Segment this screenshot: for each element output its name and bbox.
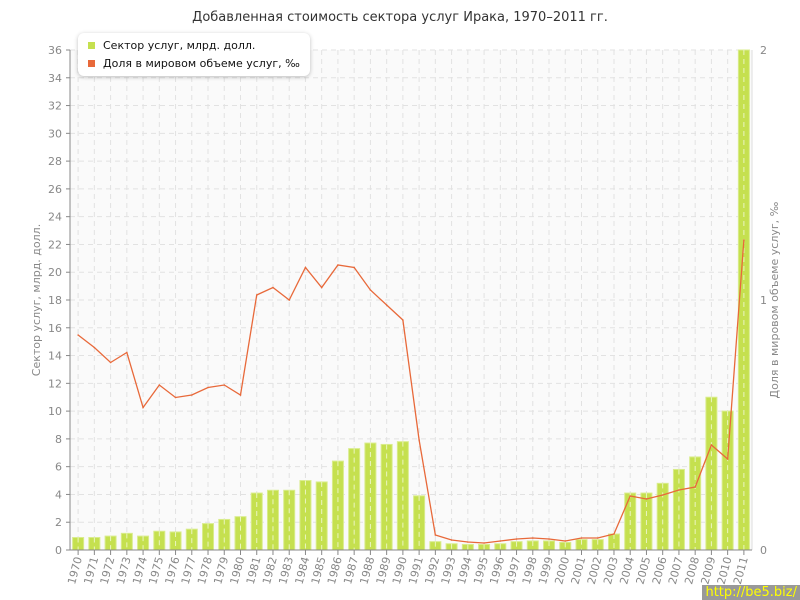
line-point-1973 <box>126 351 128 354</box>
y-tick-label: 14 <box>48 350 62 363</box>
line-point-1975 <box>158 384 161 386</box>
y-tick-label: 34 <box>48 72 62 85</box>
line-point-2009 <box>710 444 713 446</box>
y2-tick-label: 1 <box>760 294 767 307</box>
legend-label: Сектор услуг, млрд. долл. <box>103 38 256 52</box>
y-tick-label: 12 <box>48 377 62 390</box>
y-tick-label: 26 <box>48 183 62 196</box>
line-point-1978 <box>207 386 209 389</box>
y-tick-label: 28 <box>48 155 62 168</box>
line-point-1979 <box>223 384 226 386</box>
y2-tick-label: 0 <box>760 544 767 557</box>
line-point-1971 <box>93 346 96 349</box>
line-series-share <box>77 239 745 544</box>
y2-tick-label: 2 <box>760 44 767 57</box>
line-point-1988 <box>369 289 372 291</box>
y-tick-label: 22 <box>48 238 62 251</box>
line-point-1987 <box>353 266 355 269</box>
y-tick-label: 4 <box>55 488 62 501</box>
line-point-1970 <box>77 334 79 336</box>
line-point-1976 <box>174 396 177 399</box>
y-tick-label: 16 <box>48 322 62 335</box>
y-tick-label: 18 <box>48 294 62 307</box>
line-point-1981 <box>255 294 258 296</box>
line-point-1983 <box>288 299 291 301</box>
line-point-1995 <box>483 542 485 544</box>
line-point-1990 <box>402 319 404 321</box>
y-tick-label: 30 <box>48 127 62 140</box>
y-axis-label: Сектор услуг, млрд. долл. <box>30 224 43 376</box>
legend-item-share[interactable]: Доля в мировом объеме услуг, ‰ <box>88 54 300 72</box>
line-point-1985 <box>320 286 323 289</box>
line-point-1986 <box>337 264 339 266</box>
line-point-1996 <box>499 540 502 542</box>
legend: Сектор услуг, млрд. долл. Доля в мировом… <box>78 33 310 76</box>
legend-item-services[interactable]: Сектор услуг, млрд. долл. <box>88 36 300 54</box>
line-point-1977 <box>190 394 193 396</box>
line-point-1982 <box>272 286 274 289</box>
line-point-2001 <box>580 537 583 539</box>
y-tick-label: 8 <box>55 433 62 446</box>
line-point-1989 <box>385 304 388 306</box>
line-point-2010 <box>726 458 729 460</box>
y2-axis-label: Доля в мировом объеме услуг, ‰ <box>768 201 781 398</box>
line-point-1992 <box>434 534 437 536</box>
line-point-2005 <box>645 498 648 500</box>
chart-title: Добавленная стоимость сектора услуг Ирак… <box>192 10 608 25</box>
line-point-2002 <box>596 537 599 539</box>
legend-swatch-orange <box>88 59 95 67</box>
legend-swatch-green <box>88 41 95 49</box>
line-point-2004 <box>629 495 632 497</box>
line-point-1998 <box>531 537 534 539</box>
y-tick-label: 10 <box>48 405 62 418</box>
y-tick-label: 0 <box>55 544 62 557</box>
y-tick-label: 2 <box>55 516 62 529</box>
line-point-1974 <box>142 406 144 409</box>
bar-1987 <box>348 448 361 551</box>
line-point-1991 <box>418 439 420 441</box>
line-point-2003 <box>613 533 615 535</box>
line-point-2008 <box>694 486 696 488</box>
line-point-1993 <box>450 539 453 541</box>
y-tick-label: 36 <box>48 44 62 57</box>
legend-label: Доля в мировом объеме услуг, ‰ <box>103 56 300 70</box>
y-tick-label: 24 <box>48 211 62 224</box>
bar-1989 <box>380 443 393 551</box>
y-tick-label: 6 <box>55 461 62 474</box>
line-point-1997 <box>515 538 518 540</box>
line-point-2000 <box>564 540 567 542</box>
line-point-2006 <box>661 494 664 496</box>
watermark-link[interactable]: http://be5.biz/ <box>702 585 800 600</box>
line-point-1994 <box>467 541 469 543</box>
line-point-1972 <box>109 361 112 364</box>
y-tick-label: 20 <box>48 266 62 279</box>
line-point-2007 <box>678 489 680 491</box>
line-point-1984 <box>304 266 307 269</box>
y-tick-label: 32 <box>48 100 62 113</box>
line-point-1980 <box>239 394 242 396</box>
line-point-1999 <box>548 538 550 540</box>
line-point-2011 <box>743 239 745 241</box>
